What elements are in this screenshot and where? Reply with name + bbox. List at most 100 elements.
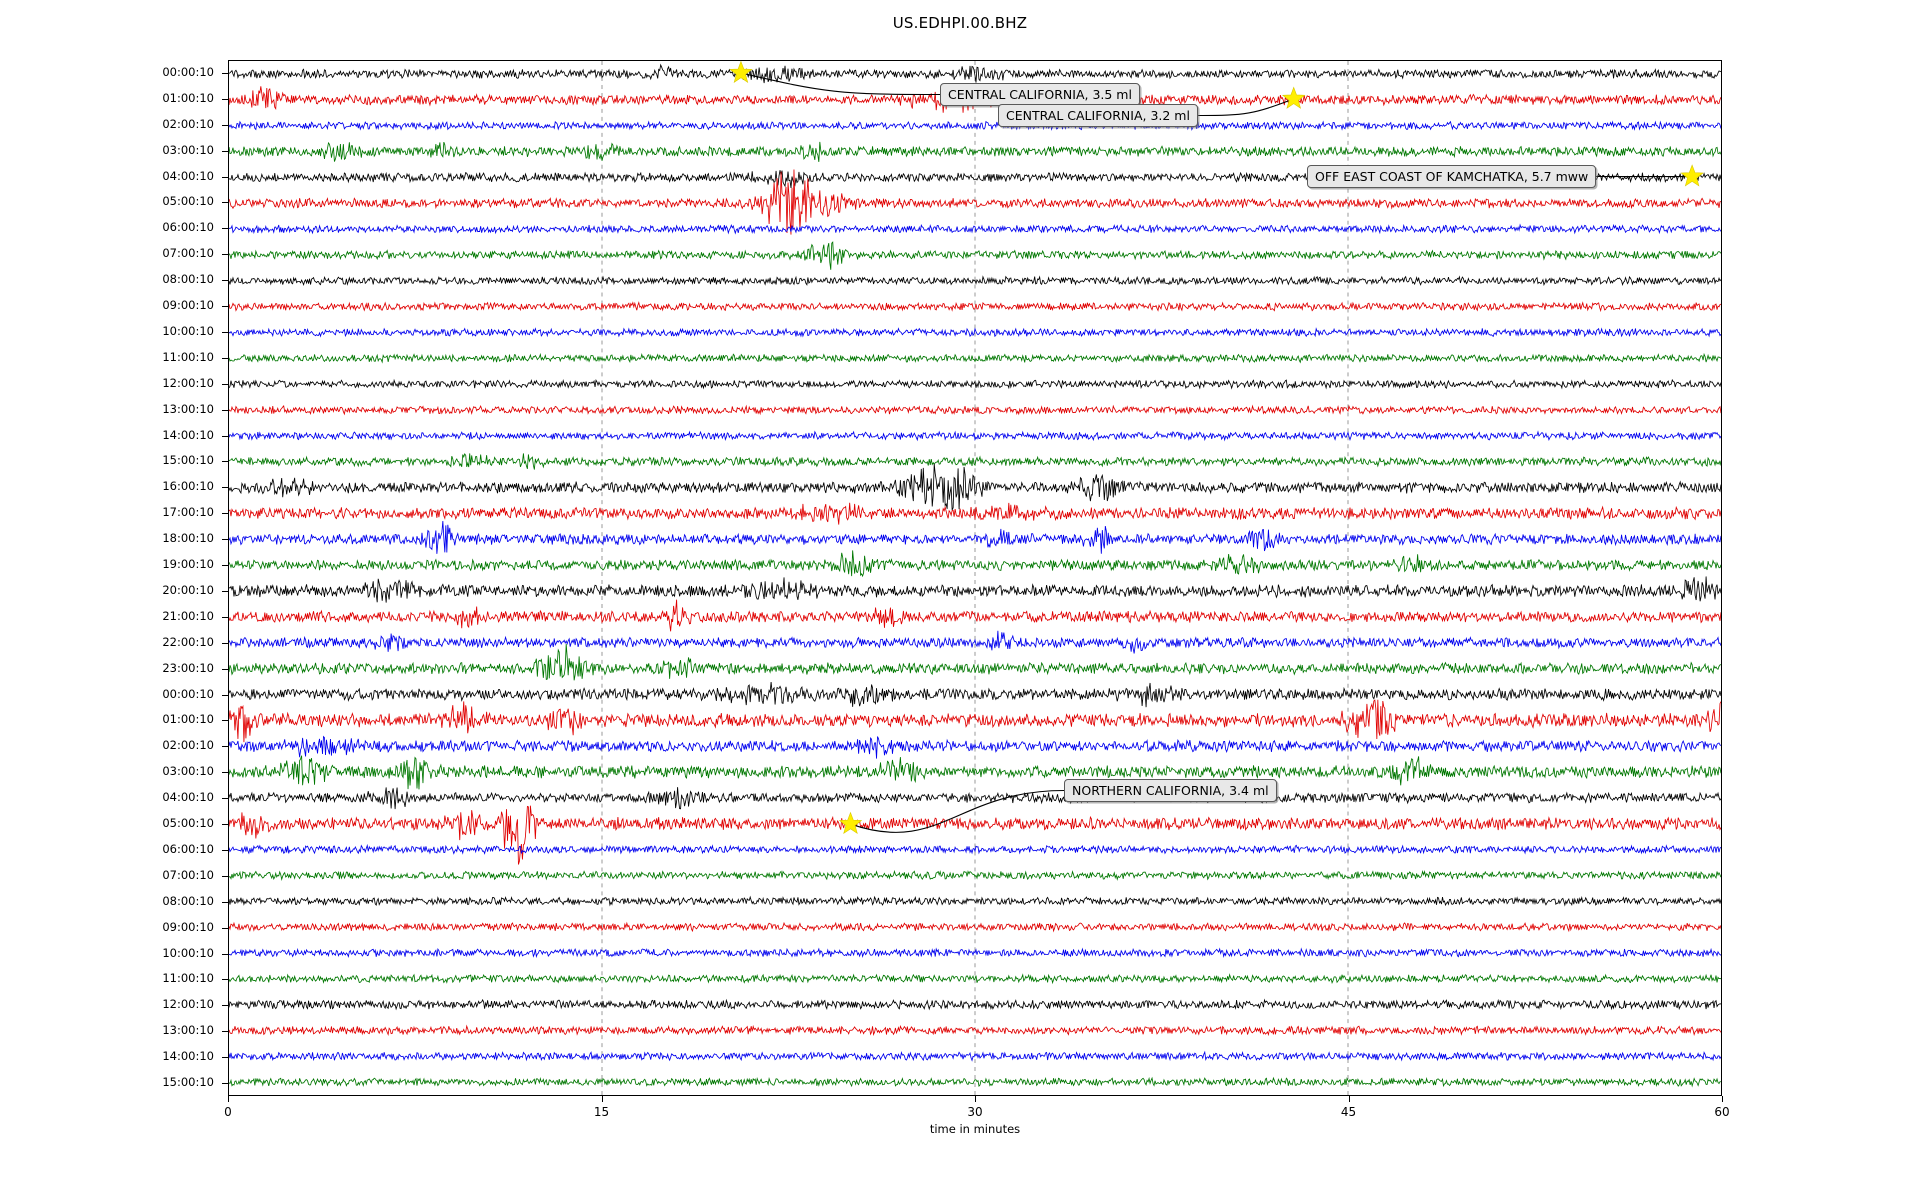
event-label-box[interactable]: OFF EAST COAST OF KAMCHATKA, 5.7 mww <box>1307 165 1597 188</box>
seismic-trace <box>229 328 1721 336</box>
y-axis-tick-mark <box>222 539 228 541</box>
y-axis-tick-label: 21:00:10 <box>162 608 214 623</box>
earthquake-star-marker[interactable] <box>1281 86 1306 109</box>
y-axis-tick-mark <box>222 1031 228 1033</box>
y-axis-tick-label: 20:00:10 <box>162 582 214 597</box>
y-axis-tick-mark <box>222 124 228 126</box>
seismic-trace <box>229 871 1721 879</box>
annotation-leader-line <box>740 72 941 96</box>
y-axis-tick-label: 02:00:10 <box>162 116 214 131</box>
event-label-box[interactable]: CENTRAL CALIFORNIA, 3.2 ml <box>998 104 1198 127</box>
seismic-trace <box>229 432 1721 440</box>
y-axis-tick-mark <box>222 1057 228 1059</box>
y-axis-tick-mark <box>222 202 228 204</box>
seismic-trace <box>229 406 1721 414</box>
y-axis-tick-label: 08:00:10 <box>162 893 214 908</box>
seismic-trace <box>229 975 1721 983</box>
y-axis-tick-label: 14:00:10 <box>162 1049 214 1064</box>
seismic-trace <box>229 1000 1721 1009</box>
y-axis-tick-label: 23:00:10 <box>162 660 214 675</box>
event-label-box[interactable]: NORTHERN CALIFORNIA, 3.4 ml <box>1064 779 1277 802</box>
y-axis-tick-label: 04:00:10 <box>162 790 214 805</box>
y-axis-tick-label: 01:00:10 <box>162 90 214 105</box>
y-axis-tick-label: 00:00:10 <box>162 64 214 79</box>
seismic-trace <box>229 303 1721 311</box>
y-axis-tick-label: 15:00:10 <box>162 453 214 468</box>
y-axis-tick-mark <box>222 720 228 722</box>
y-axis-tick-label: 19:00:10 <box>162 557 214 572</box>
y-axis-tick-label: 03:00:10 <box>162 764 214 779</box>
x-axis-tick-label: 15 <box>593 1105 610 1119</box>
y-axis-tick-label: 05:00:10 <box>162 194 214 209</box>
seismic-trace <box>229 170 1721 235</box>
seismic-trace <box>229 923 1721 931</box>
seismic-trace <box>229 845 1721 853</box>
y-axis-tick-label: 12:00:10 <box>162 375 214 390</box>
y-axis-tick-mark <box>222 901 228 903</box>
y-axis-tick-label: 04:00:10 <box>162 168 214 183</box>
seismic-trace <box>229 453 1721 469</box>
seismic-trace <box>229 1026 1721 1035</box>
y-axis-tick-label: 01:00:10 <box>162 712 214 727</box>
x-axis-tick-mark <box>975 1096 976 1102</box>
annotation-leader-line <box>850 789 1065 833</box>
y-axis-tick-mark <box>222 254 228 256</box>
event-label-box[interactable]: CENTRAL CALIFORNIA, 3.5 ml <box>940 83 1140 106</box>
page-title: US.EDHPI.00.BHZ <box>892 14 1028 32</box>
y-axis-tick-label: 15:00:10 <box>162 1075 214 1090</box>
y-axis-tick-label: 02:00:10 <box>162 738 214 753</box>
y-axis-tick-mark <box>222 357 228 359</box>
x-axis-tick-mark <box>601 1096 603 1102</box>
y-axis-tick-mark <box>222 875 228 877</box>
earthquake-star-marker[interactable] <box>1680 164 1704 187</box>
y-axis-tick-mark <box>222 849 228 851</box>
seismic-trace <box>229 682 1721 707</box>
y-axis-tick-label: 18:00:10 <box>162 531 214 546</box>
y-axis-tick-mark <box>222 668 228 670</box>
y-axis-tick-label: 16:00:10 <box>162 479 214 494</box>
y-axis-tick-label: 07:00:10 <box>162 246 214 261</box>
y-axis-tick-label: 22:00:10 <box>162 634 214 649</box>
y-axis-tick-mark <box>222 616 228 618</box>
y-axis-tick-mark <box>222 772 228 774</box>
earthquake-star-marker[interactable] <box>729 60 753 83</box>
x-axis-tick-label: 0 <box>224 1105 232 1119</box>
y-axis-tick-mark <box>222 953 228 955</box>
y-axis-tick-mark <box>222 383 228 385</box>
x-axis-tick-mark <box>1348 1096 1350 1102</box>
y-axis-tick-mark <box>222 98 228 100</box>
seismic-trace <box>229 1078 1721 1086</box>
seismic-trace <box>229 550 1721 576</box>
y-axis-tick-mark <box>222 72 228 74</box>
y-axis-tick-mark <box>222 461 228 463</box>
seismic-trace <box>229 631 1721 654</box>
y-axis-tick-mark <box>222 565 228 567</box>
seismic-trace <box>229 380 1721 388</box>
y-axis-tick-mark <box>222 513 228 515</box>
x-axis-tick-mark <box>1722 1096 1723 1102</box>
y-axis-tick-mark <box>222 331 228 333</box>
seismic-trace <box>229 464 1721 510</box>
y-axis-tick-label: 03:00:10 <box>162 142 214 157</box>
x-axis-title: time in minutes <box>929 1122 1021 1136</box>
y-axis-tick-mark <box>222 824 228 826</box>
y-axis-tick-label: 05:00:10 <box>162 816 214 831</box>
y-axis-tick-label: 06:00:10 <box>162 841 214 856</box>
y-axis-tick-mark <box>222 746 228 748</box>
y-axis-tick-label: 10:00:10 <box>162 945 214 960</box>
y-axis-tick-label: 13:00:10 <box>162 401 214 416</box>
y-axis-tick-mark <box>222 228 228 230</box>
y-axis-tick-mark <box>222 979 228 981</box>
seismic-trace <box>229 949 1721 957</box>
seismic-trace <box>229 787 1721 809</box>
y-axis-tick-mark <box>222 1005 228 1007</box>
y-axis-tick-label: 17:00:10 <box>162 505 214 520</box>
x-axis-tick-mark <box>228 1096 229 1102</box>
y-axis-tick-mark <box>222 280 228 282</box>
y-axis-tick-label: 12:00:10 <box>162 997 214 1012</box>
earthquake-star-marker[interactable] <box>838 811 863 835</box>
y-axis-tick-mark <box>222 798 228 800</box>
y-axis-tick-label: 13:00:10 <box>162 1023 214 1038</box>
